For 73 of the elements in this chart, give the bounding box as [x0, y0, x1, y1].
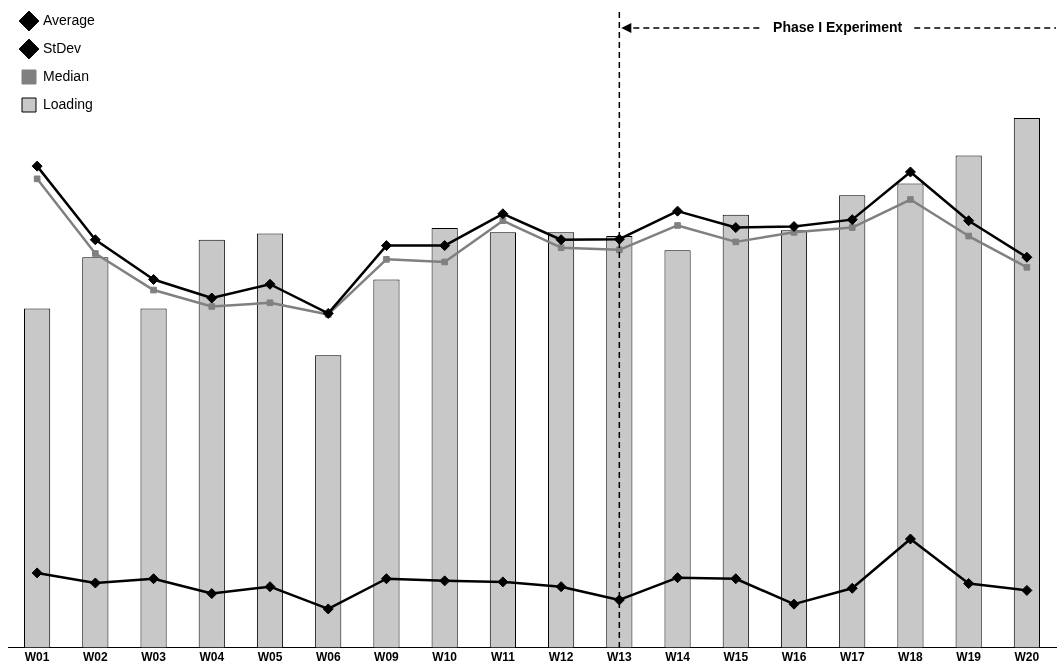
- point: [264, 278, 276, 290]
- point: [499, 217, 507, 225]
- point: [89, 234, 101, 246]
- x-tick-label: W06: [315, 650, 341, 665]
- point: [904, 533, 916, 545]
- point: [963, 215, 975, 227]
- point: [148, 273, 160, 285]
- point: [322, 603, 334, 615]
- point: [613, 594, 625, 606]
- point: [208, 303, 216, 310]
- point: [497, 208, 509, 220]
- legend-label: Median: [43, 67, 89, 84]
- x-tick-label: W20: [1014, 650, 1040, 665]
- x-tick-label: W15: [723, 650, 749, 665]
- x-tick-label: W16: [781, 650, 807, 665]
- point: [206, 292, 218, 304]
- point: [616, 246, 623, 254]
- point: [555, 581, 567, 593]
- x-tick-label: W04: [199, 650, 225, 665]
- x-tick-label: W05: [257, 650, 283, 665]
- ref-line-label: Phase I Experiment: [773, 18, 903, 35]
- x-tick-label: W03: [141, 650, 167, 665]
- point: [322, 307, 334, 319]
- point: [89, 577, 101, 589]
- point: [1021, 584, 1033, 596]
- point: [33, 175, 41, 183]
- point: [732, 238, 740, 246]
- x-tick-label: W02: [82, 650, 108, 665]
- point: [150, 286, 157, 294]
- point: [439, 240, 451, 252]
- x-tick-label: W18: [898, 650, 924, 665]
- point: [264, 581, 276, 593]
- point: [730, 222, 742, 234]
- x-tick-label: W14: [665, 650, 691, 665]
- point: [963, 578, 975, 590]
- point: [788, 598, 800, 610]
- point: [674, 222, 681, 229]
- point: [672, 205, 684, 217]
- point: [846, 582, 858, 594]
- point: [31, 567, 43, 579]
- point: [92, 250, 99, 257]
- point: [846, 214, 858, 226]
- point: [497, 576, 509, 588]
- x-tick-label: W10: [432, 650, 458, 665]
- legend-label: Loading: [43, 95, 93, 112]
- point: [31, 160, 43, 172]
- point: [1021, 251, 1033, 263]
- point: [848, 224, 856, 231]
- point: [1023, 263, 1031, 271]
- point: [206, 588, 218, 600]
- x-tick-label: W12: [548, 650, 574, 665]
- point: [557, 244, 565, 252]
- x-tick-label: W13: [606, 650, 632, 665]
- point: [965, 232, 972, 240]
- point: [380, 573, 392, 585]
- point: [380, 240, 392, 252]
- legend-label: Average: [43, 11, 96, 28]
- x-tick-label: W01: [24, 650, 50, 665]
- point: [383, 256, 390, 263]
- point: [441, 258, 448, 266]
- x-tick-label: W09: [374, 650, 400, 665]
- point: [555, 234, 567, 246]
- x-tick-label: W11: [490, 650, 516, 665]
- legend-label: StDev: [43, 39, 82, 56]
- point: [907, 196, 914, 203]
- x-tick-label: W17: [839, 650, 865, 665]
- point: [266, 299, 274, 307]
- point: [613, 233, 625, 245]
- point: [788, 221, 800, 233]
- point: [148, 573, 160, 585]
- point: [730, 573, 742, 585]
- x-tick-label: W19: [956, 650, 982, 665]
- point: [904, 166, 916, 178]
